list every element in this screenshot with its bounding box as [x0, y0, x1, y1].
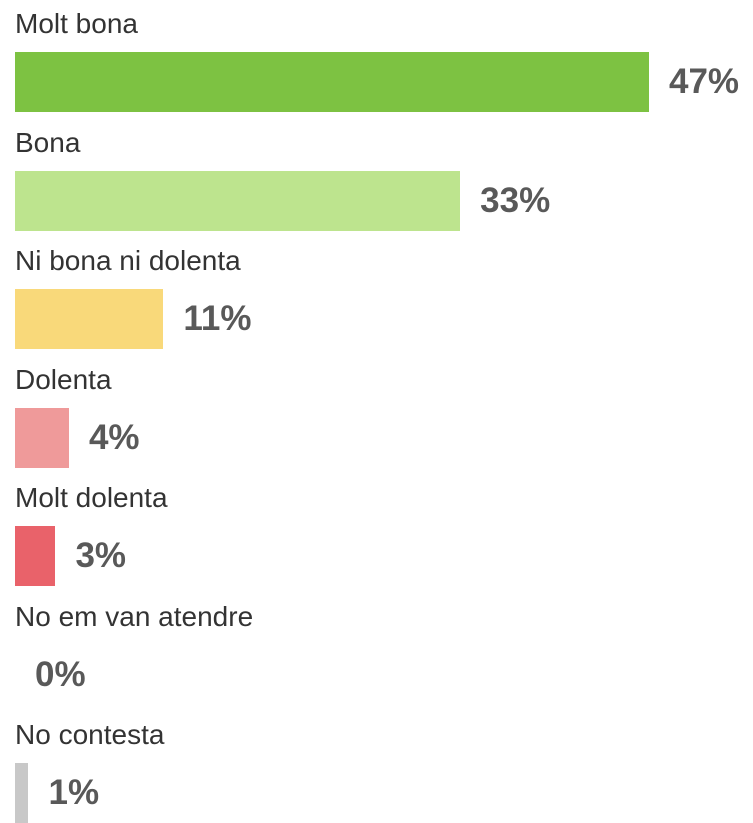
category-label: Molt dolenta [15, 482, 168, 513]
value-label: 4% [88, 417, 140, 457]
category-label: Bona [15, 126, 81, 158]
value-label: 33% [480, 180, 551, 220]
category-label: Molt bona [15, 8, 138, 39]
category-label: Dolenta [15, 363, 112, 395]
category-label: No em van atendre [15, 600, 254, 632]
bar [15, 526, 56, 586]
category-label: Ni bona ni dolenta [15, 245, 241, 276]
bar [15, 763, 29, 823]
bar [15, 407, 69, 468]
bar [15, 52, 649, 112]
value-label: 11% [183, 299, 252, 338]
value-label: 0% [35, 654, 86, 694]
value-label: 47% [669, 62, 740, 101]
bar [15, 170, 461, 231]
value-label: 3% [75, 536, 127, 575]
value-label: 1% [48, 773, 100, 812]
bar [15, 289, 164, 349]
category-label: No contesta [15, 719, 165, 750]
